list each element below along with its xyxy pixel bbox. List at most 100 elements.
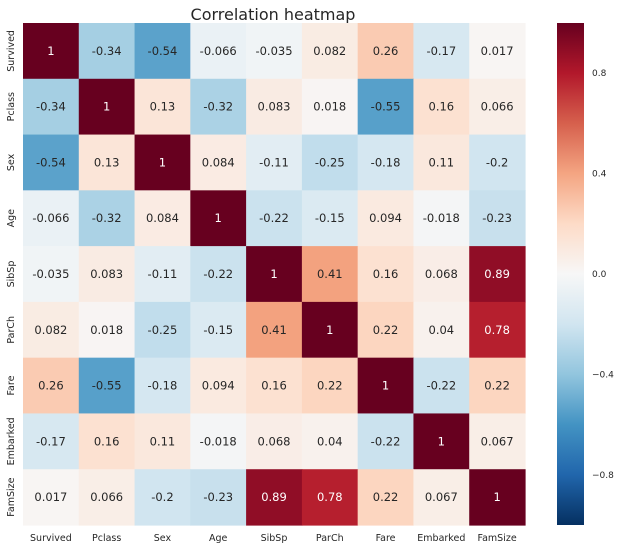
- heatmap-cell-famsize-embarked: [413, 469, 470, 526]
- heatmap-cell-sibsp-pclass: [78, 246, 136, 303]
- heatmap-cell-age-survived: [23, 190, 80, 247]
- heatmap-cell-parch-parch: [301, 301, 359, 359]
- cell-annotation: -0.25: [148, 323, 178, 337]
- heatmap-cell-fare-fare: [357, 357, 415, 415]
- heatmap-cell-embarked-famsize: [469, 413, 526, 470]
- colorbar-tick-label: 0.4: [592, 170, 607, 180]
- heatmap-cell-fare-famsize: [469, 357, 526, 415]
- cell-annotation: 1: [493, 490, 500, 504]
- heatmap-cell-sex-parch: [301, 134, 359, 191]
- heatmap-cell-famsize-pclass: [78, 469, 136, 526]
- heatmap-cell-embarked-survived: [23, 413, 80, 470]
- x-tick-label: ParCh: [316, 533, 344, 544]
- cell-annotation: 0.16: [94, 434, 120, 448]
- heatmap-cell-sibsp-age: [190, 246, 247, 303]
- cell-annotation: -0.15: [315, 211, 345, 225]
- cell-annotation: 0.066: [90, 490, 123, 504]
- heatmap-cells: [23, 23, 526, 526]
- heatmap-cell-survived-parch: [301, 23, 359, 80]
- heatmap-cell-age-embarked: [413, 190, 470, 247]
- cell-annotation: -0.17: [36, 434, 66, 448]
- x-tick-label: Sex: [154, 533, 172, 544]
- y-tick-label: Age: [6, 209, 17, 228]
- cell-annotation: 1: [215, 211, 222, 225]
- heatmap-cell-fare-survived: [23, 357, 80, 415]
- heatmap-cell-embarked-sibsp: [246, 413, 303, 470]
- heatmap-cell-pclass-age: [190, 78, 247, 136]
- heatmap-cell-sex-survived: [23, 134, 80, 191]
- heatmap-cell-age-fare: [357, 190, 415, 247]
- cell-annotation: 0.04: [317, 434, 343, 448]
- cell-annotation: 0.068: [258, 434, 291, 448]
- cell-annotation: 0.083: [90, 267, 123, 281]
- heatmap-cell-survived-sibsp: [246, 23, 303, 80]
- cell-annotation: -0.066: [32, 211, 69, 225]
- x-tick-label: Embarked: [417, 533, 465, 544]
- heatmap-cell-sibsp-parch: [301, 246, 359, 303]
- y-tick-labels: Survived Pclass Sex Age SibSp ParCh Fare Embark…: [6, 30, 17, 517]
- heatmap-cell-pclass-survived: [23, 78, 80, 136]
- heatmap-cell-pclass-sibsp: [246, 78, 303, 136]
- heatmap-cell-parch-age: [190, 301, 247, 359]
- cell-annotation: 0.26: [38, 379, 64, 393]
- heatmap-cell-fare-pclass: [78, 357, 136, 415]
- cell-annotation: -0.11: [148, 267, 178, 281]
- cell-annotation: 0.16: [261, 379, 287, 393]
- heatmap-cell-embarked-pclass: [78, 413, 136, 470]
- cell-annotation: 1: [326, 323, 333, 337]
- cell-annotation: -0.55: [371, 100, 401, 114]
- cell-annotation: 0.78: [317, 490, 343, 504]
- heatmap-cell-famsize-age: [190, 469, 247, 526]
- cell-annotation: 0.017: [34, 490, 67, 504]
- cell-annotation: 0.41: [261, 323, 287, 337]
- cell-annotation: 0.084: [202, 155, 235, 169]
- cell-annotation: -0.54: [36, 155, 66, 169]
- cell-annotation: 0.11: [429, 155, 455, 169]
- cell-annotation: 0.082: [313, 44, 346, 58]
- cell-annotation: -0.2: [151, 490, 173, 504]
- cell-annotation: 0.018: [90, 323, 123, 337]
- heatmap-cell-parch-sex: [134, 301, 191, 359]
- cell-annotation: -0.22: [426, 379, 456, 393]
- heatmap-cell-embarked-parch: [301, 413, 359, 470]
- heatmap-cell-sibsp-fare: [357, 246, 415, 303]
- cell-annotation: -0.035: [255, 44, 292, 58]
- heatmap-cell-sex-famsize: [469, 134, 526, 191]
- cell-annotation: 0.22: [317, 379, 343, 393]
- y-tick-label: Fare: [6, 375, 17, 395]
- x-tick-label: FamSize: [478, 533, 517, 544]
- heatmap-cell-fare-sex: [134, 357, 191, 415]
- y-tick-label: FamSize: [6, 477, 17, 516]
- heatmap-cell-sibsp-sibsp: [246, 246, 303, 303]
- heatmap-cell-age-age: [190, 190, 247, 247]
- heatmap-cell-sibsp-survived: [23, 246, 80, 303]
- cell-annotation: -0.23: [482, 211, 512, 225]
- heatmap-cell-survived-fare: [357, 23, 415, 80]
- cell-annotation: -0.2: [486, 155, 508, 169]
- cell-annotation: 0.017: [481, 44, 514, 58]
- chart-title: Correlation heatmap: [191, 5, 356, 24]
- heatmap-cell-age-parch: [301, 190, 359, 247]
- cell-annotation: -0.22: [259, 211, 289, 225]
- cell-annotation: -0.17: [426, 44, 456, 58]
- cell-annotation: -0.11: [259, 155, 289, 169]
- heatmap-cell-sibsp-sex: [134, 246, 191, 303]
- heatmap-cell-survived-embarked: [413, 23, 470, 80]
- y-tick-label: Sex: [6, 153, 17, 171]
- cell-annotation: -0.22: [203, 267, 233, 281]
- cell-annotation: 0.26: [373, 44, 399, 58]
- cell-annotation: 0.04: [429, 323, 455, 337]
- heatmap-cell-sex-sex: [134, 134, 191, 191]
- cell-annotation: -0.066: [200, 44, 237, 58]
- heatmap-cell-parch-sibsp: [246, 301, 303, 359]
- cell-annotation: -0.32: [92, 211, 122, 225]
- y-tick-label: Pclass: [6, 92, 17, 121]
- y-tick-label: Embarked: [6, 417, 17, 465]
- cell-annotation: -0.55: [92, 379, 122, 393]
- heatmap-cell-famsize-parch: [301, 469, 359, 526]
- heatmap-cell-famsize-sibsp: [246, 469, 303, 526]
- x-tick-labels: Survived Pclass Sex Age SibSp ParCh Fare Embark…: [30, 533, 517, 544]
- heatmap-cell-fare-sibsp: [246, 357, 303, 415]
